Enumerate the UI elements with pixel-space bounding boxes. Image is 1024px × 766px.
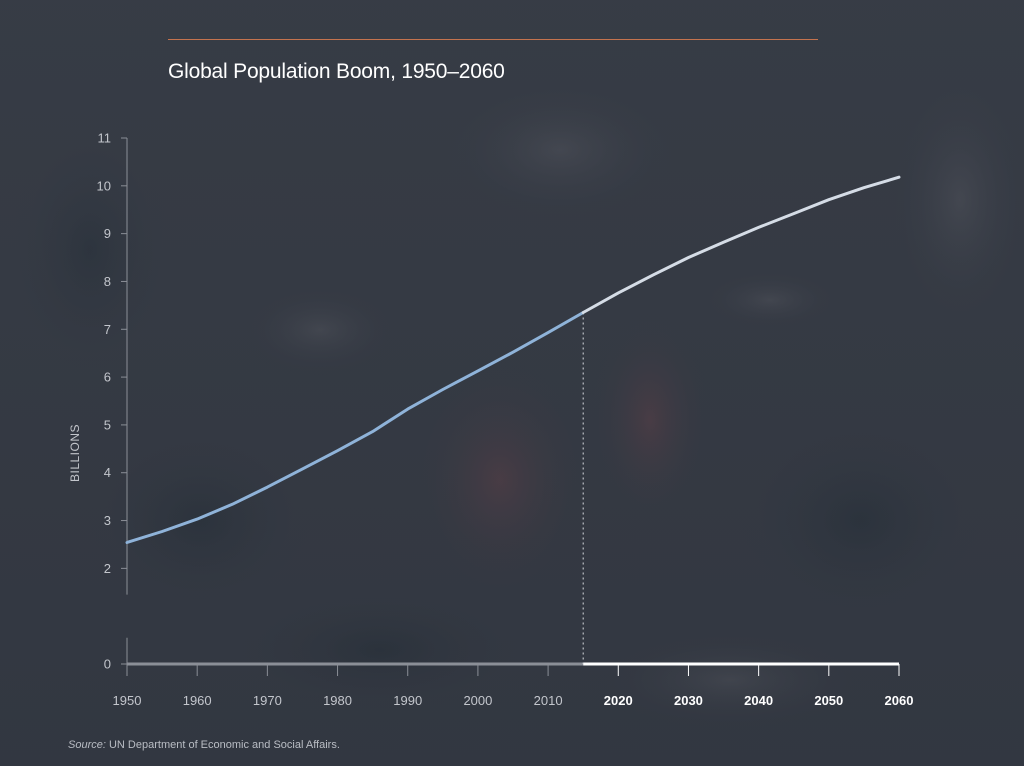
x-tick-label: 2040 <box>744 693 773 708</box>
y-tick-label: 11 <box>98 131 112 146</box>
x-tick-label: 2020 <box>604 693 633 708</box>
chart-title: Global Population Boom, 1950–2060 <box>168 60 505 83</box>
x-tick-label: 2050 <box>814 693 843 708</box>
y-tick-label: 3 <box>104 513 111 528</box>
y-tick-label: 5 <box>104 417 111 432</box>
source-text: UN Department of Economic and Social Aff… <box>108 739 340 751</box>
y-tick-label: 4 <box>104 465 111 480</box>
x-tick-label: 1970 <box>253 693 282 708</box>
historical-series-line <box>125 311 585 544</box>
x-tick-label: 2000 <box>463 693 492 708</box>
y-tick-label: 10 <box>97 178 111 193</box>
y-tick-label: 8 <box>104 274 111 289</box>
x-tick-label: 1950 <box>113 693 142 708</box>
y-tick-label: 2 <box>104 561 111 576</box>
x-tick-label: 1990 <box>393 693 422 708</box>
y-tick-label: 6 <box>104 370 111 385</box>
x-tick-label: 1980 <box>323 693 352 708</box>
title-accent-rule <box>168 39 818 40</box>
projected-series-line <box>581 175 901 314</box>
x-tick-label: 2030 <box>674 693 703 708</box>
x-tick-label: 2010 <box>534 693 563 708</box>
y-tick-label: 0 <box>104 657 111 672</box>
y-tick-label: 9 <box>104 226 111 241</box>
x-tick-label: 2060 <box>885 693 914 708</box>
source-label: Source: <box>68 739 106 751</box>
y-tick-label: 7 <box>104 322 111 337</box>
y-axis-title: BILLIONS <box>68 424 82 482</box>
source-note: Source: UN Department of Economic and So… <box>68 739 340 751</box>
x-tick-label: 1960 <box>183 693 212 708</box>
